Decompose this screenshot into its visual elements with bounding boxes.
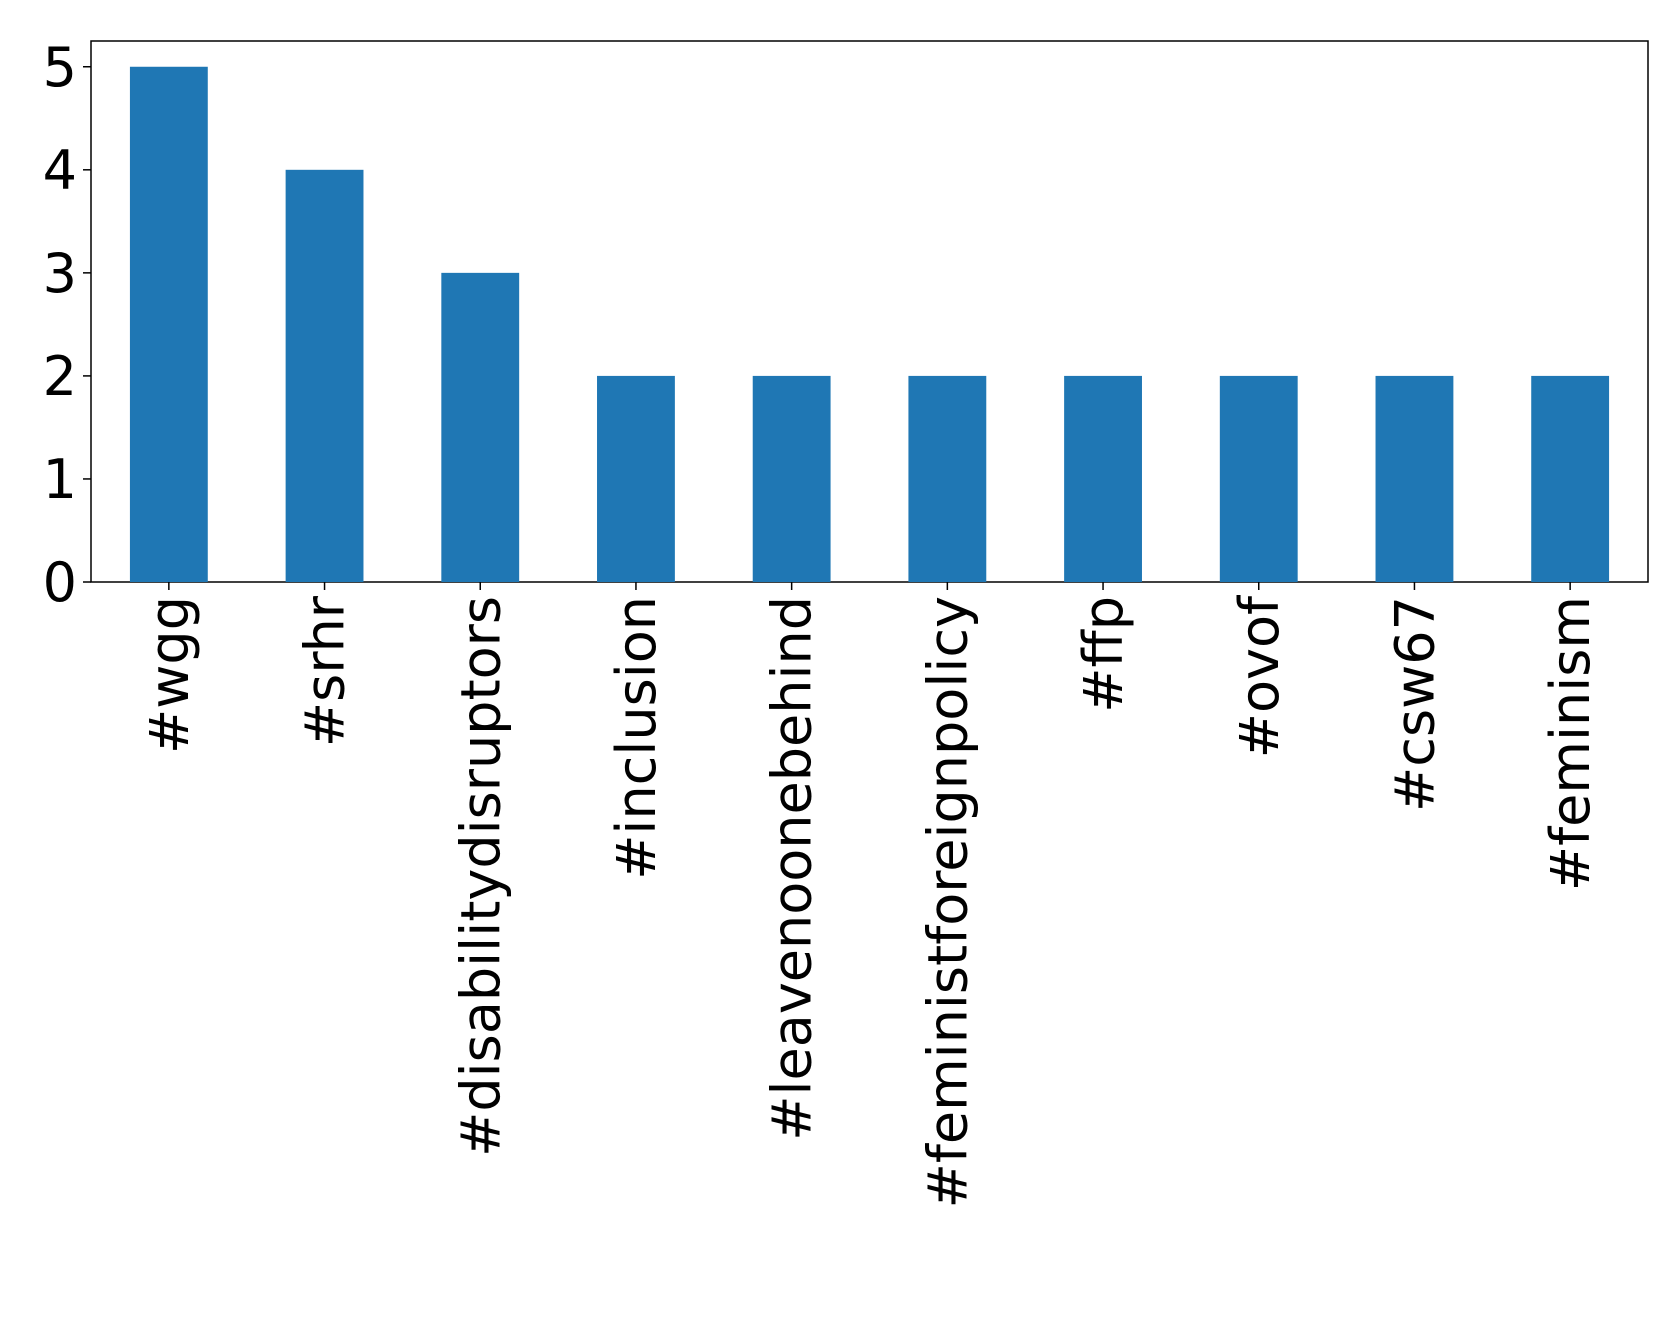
y-tick-label: 1 [43,448,77,511]
bar [752,375,831,582]
x-tick-label: #srhr [294,595,357,747]
x-tick-label: #feminism [1539,596,1602,891]
bar [597,375,675,582]
bar [1064,375,1142,582]
y-tick-label: 3 [43,242,77,305]
bar [1219,375,1298,582]
y-tick-label: 4 [43,139,77,202]
y-tick-label: 2 [43,345,77,408]
bar [285,169,364,583]
y-tick-label: 5 [43,36,77,99]
x-tick-label: #feministforeignpolicy [916,596,979,1208]
bar [1531,375,1610,582]
x-tick-label: #disabilitydisruptors [449,596,512,1157]
bar [129,66,208,582]
bar [1375,375,1454,582]
plot-frame [90,40,1649,583]
bar [441,272,520,582]
x-tick-label: #csw67 [1383,596,1446,812]
x-tick-label: #leavenoonebehind [761,596,824,1141]
x-tick-label: #ovof [1228,594,1291,758]
y-tick-label: 0 [43,551,77,614]
x-tick-label: #wgg [138,596,201,754]
x-tick-label: #inclusion [605,596,668,880]
x-tick-label: #ffp [1072,596,1135,713]
bar [908,375,987,582]
